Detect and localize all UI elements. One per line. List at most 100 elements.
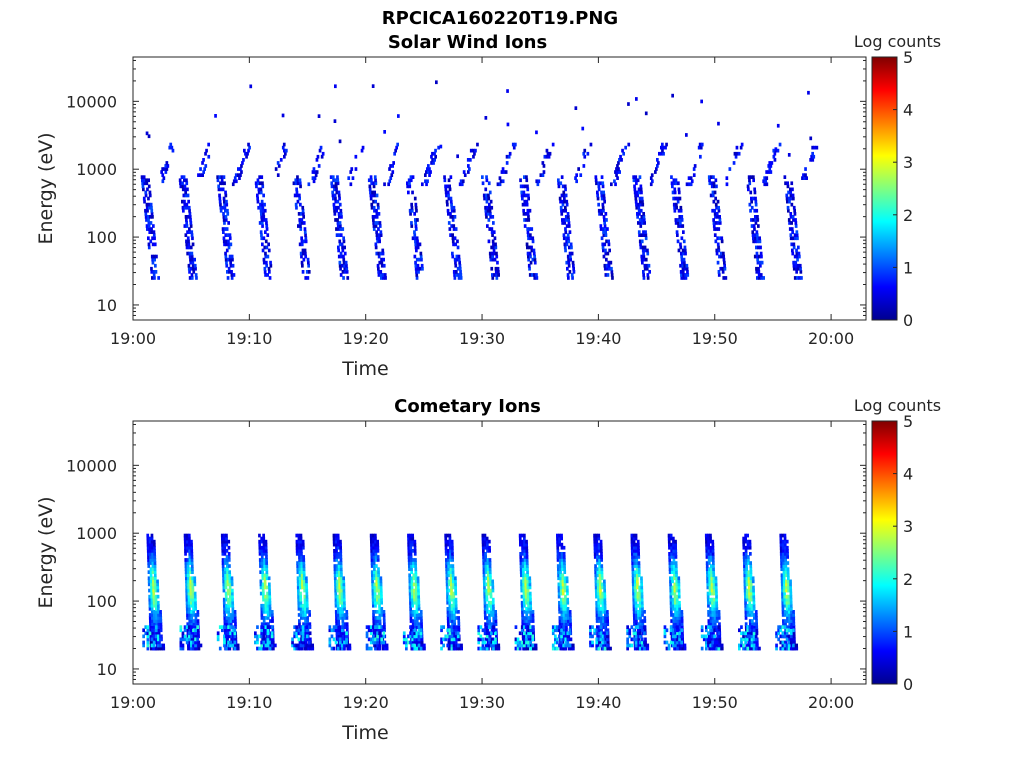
data-cell [374,600,377,605]
data-cell [372,640,375,645]
data-cell [451,631,455,636]
data-cell [637,542,640,547]
data-cell [380,640,384,645]
data-cell [551,142,555,147]
data-cell [760,276,763,280]
data-cell [341,625,344,629]
data-cell [151,260,155,265]
data-cell [564,603,568,608]
data-cell [427,170,430,174]
data-cell [223,625,226,629]
data-cell [224,254,228,259]
data-cell [380,594,383,599]
data-cell [157,628,161,633]
data-cell [523,218,526,222]
data-cell [154,646,158,651]
data-cell [243,148,246,153]
data-cell [148,597,152,602]
data-cell [713,190,717,195]
data-cell [171,148,175,153]
data-cell [751,230,755,234]
data-cell [754,215,757,219]
data-cell [413,622,417,626]
data-cell [377,573,380,578]
data-cell [674,640,677,645]
data-cell [640,582,643,587]
data-cell [263,266,267,271]
data-cell [485,536,489,541]
data-cell [202,158,205,162]
data-cell [185,579,188,584]
data-cell [260,610,264,614]
data-cell [449,199,453,204]
data-cell [405,646,408,651]
data-cell [668,552,671,556]
data-cell [374,619,378,623]
data-cell [262,193,265,198]
data-cell [190,622,194,626]
y-tick-label: 100 [86,228,117,247]
data-cell [223,242,226,247]
data-cell [258,558,262,562]
data-cell [413,233,417,237]
data-cell [449,196,453,201]
data-cell [562,545,566,550]
data-cell [606,227,609,231]
data-cell [484,625,487,629]
data-cell [228,236,232,241]
data-cell [416,245,420,250]
data-cell [613,179,616,184]
data-cell [181,205,185,210]
data-cell [491,276,495,280]
data-cell [639,607,642,611]
data-cell [589,625,592,629]
data-cell [562,607,566,611]
data-cell [758,276,761,280]
data-cell [482,579,486,584]
data-cell [639,628,643,633]
data-cell [713,607,717,611]
data-cell [769,164,773,168]
data-cell [713,622,717,626]
data-cell [221,181,224,186]
data-cell [607,263,611,268]
data-cell [604,233,608,237]
data-cell [720,236,724,241]
data-cell [711,640,714,645]
data-cell [374,199,377,204]
data-cell [594,178,598,183]
data-cell [254,640,257,645]
data-cell [155,610,158,614]
data-cell [556,542,559,547]
data-cell [412,558,415,562]
data-cell [635,567,639,571]
data-cell [560,637,563,642]
data-cell [417,637,421,642]
data-cell [264,230,267,234]
data-cell [295,542,299,547]
data-cell [301,628,305,633]
data-cell [371,582,374,587]
data-cell [521,539,524,544]
data-cell [672,561,676,565]
data-cell [451,549,454,553]
data-cell [413,594,416,599]
data-cell [371,594,375,599]
data-cell [491,215,495,219]
data-cell [303,248,307,253]
data-cell [711,607,714,611]
data-cell [525,625,528,629]
data-cell [556,552,560,556]
data-cell [228,628,231,633]
data-cell [431,158,434,162]
data-cell [673,187,677,192]
data-cell [719,251,723,256]
data-cell [379,588,383,593]
data-cell [641,628,644,633]
data-cell [375,236,379,241]
data-cell [715,212,719,216]
data-cell [302,221,306,225]
data-cell [642,254,646,259]
data-cell [602,193,606,198]
data-cell [681,260,684,265]
